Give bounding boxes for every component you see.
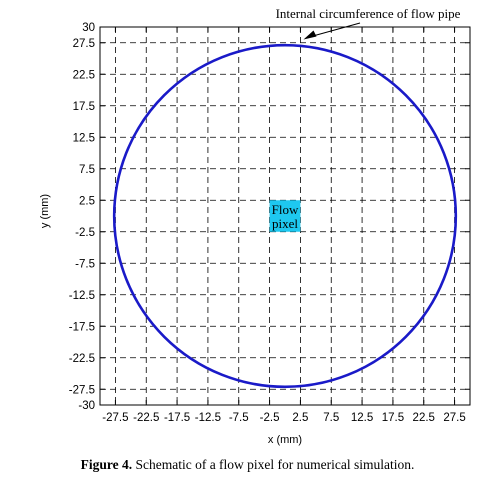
pipe-circumference-circle (112, 43, 458, 389)
flow-pixel-square (269, 200, 301, 232)
y-tick-label: 2.5 (79, 195, 95, 207)
flow-pixel-label-line1: Flow (272, 202, 299, 217)
x-tick-label: 12.5 (351, 412, 373, 424)
x-tick-label: 22.5 (413, 412, 435, 424)
y-tick-label: -17.5 (69, 321, 95, 333)
y-tick-label: 7.5 (79, 164, 95, 176)
y-tick-label: 17.5 (73, 101, 95, 113)
x-tick-label: 27.5 (443, 412, 465, 424)
tick-marks (100, 26, 470, 406)
caption-text: Schematic of a flow pixel for numerical … (132, 457, 415, 472)
annotation-arrow-head (303, 30, 317, 40)
y-axis-label: y (mm) (39, 194, 51, 228)
x-tick-label: 17.5 (382, 412, 404, 424)
flow-pixel-label-line2: pixel (272, 216, 298, 231)
y-tick-label: -27.5 (69, 384, 95, 396)
figure-caption: Figure 4. Schematic of a flow pixel for … (0, 457, 495, 473)
y-tick-label: -30 (78, 400, 95, 412)
flow-pixel-diagram: -27.5 -22.5 -17.5 -12.5 -7.5 -2.5 2.5 7.5 12.5 17… (39, 6, 471, 446)
y-tick-label: -2.5 (75, 227, 95, 239)
y-tick-labels: 30 27.5 22.5 17.5 12.5 7.5 2.5 -2.5 -7.5 -12.5 -17… (69, 22, 95, 412)
circumference-annotation: Internal circumference of flow pipe (276, 6, 461, 21)
y-tick-label: 30 (82, 22, 95, 34)
y-tick-label: -12.5 (69, 290, 95, 302)
y-tick-label: -22.5 (69, 353, 95, 365)
y-tick-label: 22.5 (73, 69, 95, 81)
x-axis-label: x (mm) (268, 434, 302, 446)
annotation-arrow-line (307, 22, 361, 38)
x-tick-label: 2.5 (292, 412, 308, 424)
y-tick-label: 27.5 (73, 38, 95, 50)
x-tick-label: -12.5 (195, 412, 221, 424)
plot-frame (99, 26, 471, 406)
x-tick-label: -17.5 (164, 412, 190, 424)
x-tick-label: 7.5 (323, 412, 339, 424)
x-tick-label: -2.5 (260, 412, 280, 424)
caption-label: Figure 4. (80, 457, 133, 472)
x-tick-label: -7.5 (229, 412, 249, 424)
x-tick-label: -22.5 (133, 412, 159, 424)
x-tick-labels: -27.5 -22.5 -17.5 -12.5 -7.5 -2.5 2.5 7.5 12.5 17… (102, 412, 465, 424)
x-tick-label: -27.5 (102, 412, 128, 424)
y-tick-label: 12.5 (73, 132, 95, 144)
y-tick-label: -7.5 (75, 258, 95, 270)
